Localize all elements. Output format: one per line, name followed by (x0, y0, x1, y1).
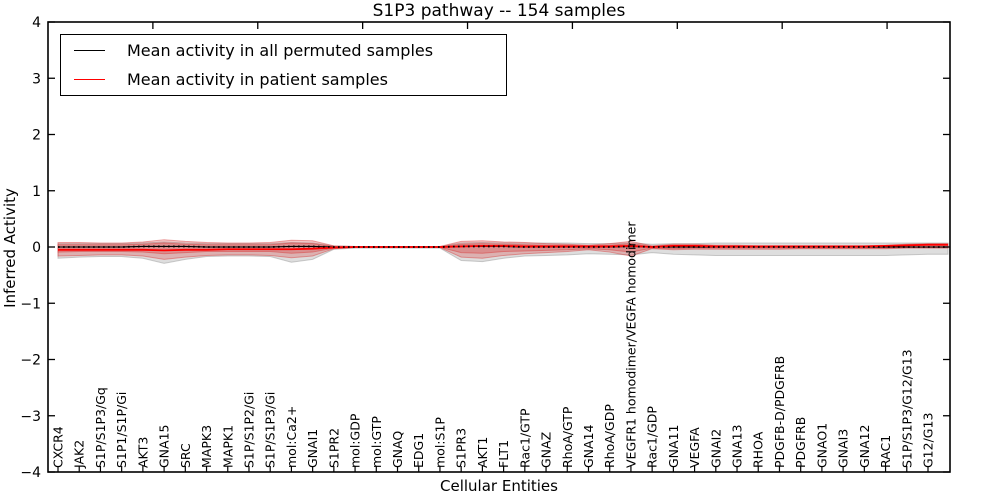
x-tick-label: GNA12 (857, 425, 872, 469)
x-tick-label: GNAZ (539, 432, 554, 468)
x-tick-label: S1P/S1P3/Gi (263, 392, 278, 468)
legend-item-patient: Mean activity in patient samples (61, 66, 506, 92)
x-tick-label: GNAI2 (708, 429, 723, 468)
x-tick-label: MAPK3 (199, 425, 214, 468)
x-tick-label: RAC1 (878, 435, 893, 468)
x-tick-label: PDGFRB (793, 417, 808, 468)
x-tick-label: RHOA (751, 431, 766, 468)
x-tick-label: AKT1 (475, 437, 490, 468)
x-tick-label: mol:Ca2+ (284, 406, 299, 468)
legend-item-permuted: Mean activity in all permuted samples (61, 38, 506, 64)
x-tick-label: GNA15 (157, 425, 172, 469)
chart-title: S1P3 pathway -- 154 samples (372, 1, 626, 21)
x-tick-label: AKT3 (135, 437, 150, 468)
x-tick-label: S1P/S1P3/G12/G13 (899, 349, 914, 468)
y-tick-label: 3 (32, 71, 41, 87)
y-tick-label: −2 (20, 353, 41, 369)
legend-label: Mean activity in all permuted samples (127, 41, 434, 61)
x-tick-label: S1PR2 (326, 428, 341, 468)
x-tick-label: Rac1/GDP (645, 406, 660, 468)
x-tick-label: Rac1/GTP (517, 408, 532, 468)
permuted-mean-dotted-line (58, 245, 948, 248)
x-tick-label: S1P1/S1P/Gi (114, 392, 129, 468)
x-tick-label: G12/G13 (921, 413, 936, 468)
plot-frame (47, 21, 951, 473)
x-tick-label: RhoA/GDP (602, 404, 617, 468)
y-tick-label: 1 (32, 184, 41, 200)
x-tick-label: SRC (178, 443, 193, 468)
x-tick-label: GNA13 (730, 425, 745, 469)
y-tick-label: 0 (32, 240, 41, 256)
legend-label: Mean activity in patient samples (127, 69, 388, 89)
legend: Mean activity in all permuted samples Me… (60, 34, 507, 96)
legend-line-red-icon (74, 78, 105, 80)
x-tick-label: mol:GDP (348, 413, 363, 468)
x-tick-label: JAK2 (72, 440, 87, 469)
x-tick-label: FLT1 (496, 440, 511, 468)
x-tick-label: GNAI1 (305, 429, 320, 468)
x-tick-label: GNA11 (666, 425, 681, 469)
x-tick-label: RhoA/GTP (560, 406, 575, 468)
x-tick-label: GNAI3 (836, 429, 851, 468)
y-tick-label: −3 (20, 409, 41, 425)
x-tick-label: S1P/S1P2/Gi (242, 392, 257, 468)
y-tick-label: 2 (32, 128, 41, 144)
x-tick-label: S1PR3 (454, 428, 469, 468)
x-tick-label: mol:S1P (433, 417, 448, 468)
x-tick-label: S1P/S1P3/Gq (93, 387, 108, 468)
y-tick-label: −4 (20, 465, 41, 481)
y-tick-label: −1 (20, 296, 41, 312)
x-tick-label: VEGFR1 homodimer/VEGFA homodimer (623, 221, 638, 468)
x-tick-label: MAPK1 (220, 425, 235, 468)
x-tick-label: mol:GTP (369, 416, 384, 468)
x-tick-label: CXCR4 (51, 426, 66, 468)
x-tick-label: VEGFA (687, 427, 702, 468)
x-tick-label: EDG1 (411, 433, 426, 468)
x-tick-label: GNAO1 (814, 423, 829, 468)
y-tick-label: 4 (32, 15, 41, 31)
legend-line-black-icon (74, 50, 105, 52)
x-tick-label: GNAQ (390, 431, 405, 468)
x-tick-label: GNA14 (581, 424, 596, 468)
x-axis-label: Cellular Entities (440, 477, 558, 495)
x-tick-label: PDGFB-D/PDGFRB (772, 356, 787, 468)
